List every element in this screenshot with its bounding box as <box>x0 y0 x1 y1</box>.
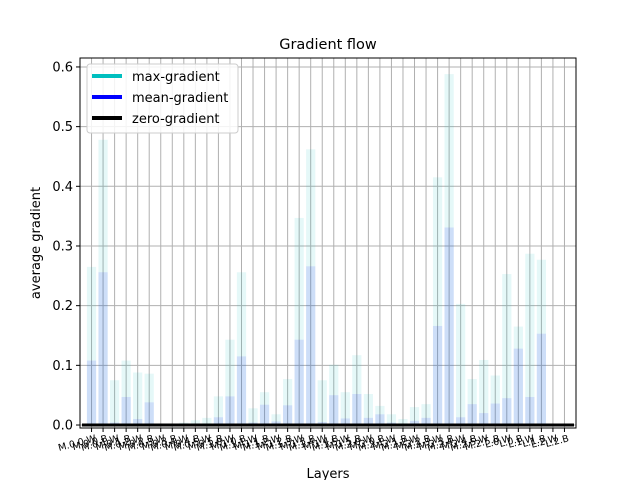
max-gradient-bar <box>352 355 362 426</box>
max-gradient-bar <box>375 405 385 426</box>
x-axis-label: Layers <box>306 467 349 480</box>
plot-frame <box>79 57 577 429</box>
mean-gradient-bar <box>236 356 247 426</box>
mean-gradient-bar <box>456 417 466 426</box>
y-tick-label: 0.0 <box>52 419 73 434</box>
legend-label-max-gradient: max-gradient <box>132 70 220 85</box>
chart-title: Gradient flow <box>279 37 377 53</box>
max-gradient-bar <box>133 372 143 426</box>
legend-label-zero-gradient: zero-gradient <box>132 112 220 127</box>
mean-gradient-bar <box>444 227 454 426</box>
max-gradient-bar <box>479 359 489 426</box>
max-gradient-bar <box>202 417 212 426</box>
max-gradient-bar <box>467 379 477 426</box>
mean-gradient-bar <box>479 413 489 426</box>
max-gradient-bar <box>121 360 131 426</box>
y-axis-ticks: 0.0 0.1 0.2 0.3 0.4 0.5 0.6 <box>52 60 80 434</box>
max-gradient-bar <box>248 408 258 426</box>
max-gradient-bar <box>490 375 500 426</box>
mean-gradient-bar <box>213 417 224 426</box>
y-tick-label: 0.3 <box>52 239 73 254</box>
mean-gradient-bar <box>513 348 523 426</box>
mean-gradient-bar <box>133 419 143 426</box>
y-tick-label: 0.1 <box>52 359 73 374</box>
mean-gradient-bar <box>536 333 547 426</box>
mean-gradient-bar <box>502 398 512 426</box>
max-gradient-bar <box>213 396 224 426</box>
max-gradient-bar <box>398 419 408 426</box>
mean-gradient-bar <box>363 417 373 426</box>
mean-gradient-bar <box>121 396 131 426</box>
max-gradient-bar <box>98 139 108 426</box>
max-gradient-bar <box>109 380 120 426</box>
max-gradient-bar <box>236 272 247 426</box>
max-gradient-bar <box>190 420 200 426</box>
mean-gradient-bar <box>432 325 443 426</box>
mean-gradient-bar <box>352 393 362 426</box>
mean-gradient-bar <box>271 421 281 426</box>
max-gradient-bar <box>340 392 350 426</box>
max-gradient-bar <box>456 303 466 426</box>
max-gradient-bar <box>444 74 454 426</box>
legend: max-gradient mean-gradient zero-gradient <box>86 63 239 134</box>
mean-gradient-bar <box>525 396 535 426</box>
max-gradient-bar <box>294 217 304 426</box>
mean-gradient-bar <box>329 395 339 426</box>
mean-gradient-bar <box>144 402 154 426</box>
max-gradient-bar <box>513 326 523 426</box>
max-gradient-bar <box>225 339 235 426</box>
max-gradient-bar <box>421 404 431 426</box>
y-tick-label: 0.2 <box>52 299 73 314</box>
mean-gradient-bars <box>86 227 547 426</box>
x-axis-ticks: M.0.0.WM.0.0.BM.0.1.WM.0.1.BM.0.2.WM.0.2… <box>57 428 570 454</box>
mean-gradient-bar <box>294 339 304 426</box>
mean-gradient-bar <box>259 404 270 426</box>
max-gradient-bar <box>502 274 512 426</box>
max-gradient-bar <box>317 380 327 426</box>
max-gradient-bar <box>409 407 420 426</box>
mean-gradient-bar <box>409 420 420 426</box>
y-tick-label: 0.5 <box>52 120 73 135</box>
max-gradient-bar <box>271 414 281 426</box>
y-axis-label: average gradient <box>29 187 44 299</box>
legend-box <box>86 63 239 134</box>
mean-gradient-bar <box>421 417 431 426</box>
mean-gradient-bar <box>86 360 97 426</box>
max-gradient-bar <box>363 393 373 426</box>
max-gradient-bar <box>536 259 547 426</box>
mean-gradient-bar <box>340 418 350 426</box>
y-tick-label: 0.6 <box>52 60 73 75</box>
max-gradient-bar <box>525 253 535 426</box>
max-gradient-bar <box>306 149 316 426</box>
max-gradient-bar <box>386 414 397 426</box>
mean-gradient-bar <box>98 272 108 426</box>
mean-gradient-bar <box>283 405 293 426</box>
max-gradient-bar <box>259 392 270 426</box>
legend-label-mean-gradient: mean-gradient <box>132 91 228 106</box>
mean-gradient-bar <box>490 403 500 426</box>
y-tick-label: 0.4 <box>52 180 73 195</box>
max-gradient-bar <box>329 364 339 426</box>
mean-gradient-bar <box>306 266 316 426</box>
max-gradient-bar <box>432 177 443 426</box>
max-gradient-bar <box>283 379 293 426</box>
max-gradient-bar <box>86 266 97 426</box>
max-gradient-bar <box>144 373 154 426</box>
mean-gradient-bar <box>375 414 385 426</box>
mean-gradient-bar <box>225 396 235 426</box>
mean-gradient-bar <box>467 404 477 426</box>
max-gradient-bars <box>86 74 547 426</box>
